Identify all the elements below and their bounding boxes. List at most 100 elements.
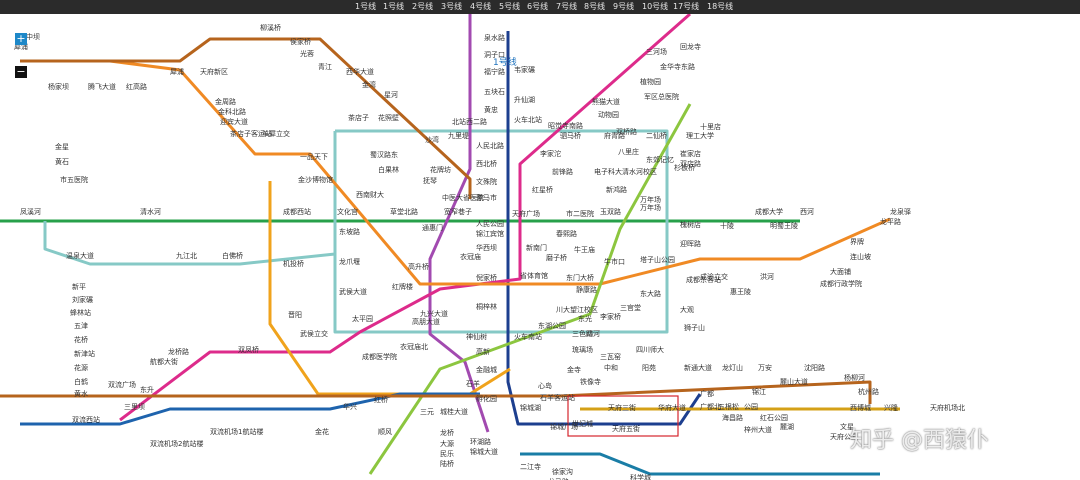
station-label[interactable]: 杨柳河 [844, 373, 865, 382]
station-label[interactable]: 泉水路 [484, 33, 505, 42]
station-label[interactable]: 武侯大道 [339, 287, 367, 296]
station-label[interactable]: 徐家沟 [552, 467, 573, 476]
station-label[interactable]: 天府新区 [200, 67, 228, 76]
station-label[interactable]: 植物园 [640, 77, 661, 86]
station-label[interactable]: 金沙博物馆 [298, 175, 333, 184]
station-label[interactable]: 天府三街 [608, 403, 636, 412]
station-label[interactable]: 三官堂 [620, 303, 641, 312]
station-label[interactable]: 琉璃场 [572, 345, 593, 354]
station-label[interactable]: 文化宫 [337, 207, 358, 216]
station-label[interactable]: 清水河 [140, 207, 161, 216]
station-label[interactable]: 福宁路 [484, 67, 505, 76]
station-label[interactable]: 大源 [440, 439, 454, 448]
station-label[interactable]: 金华寺东路 [660, 62, 695, 71]
station-label[interactable]: 华西坝 [476, 243, 497, 252]
station-label[interactable]: 花照壁 [378, 113, 399, 122]
station-label[interactable]: 成都行政学院 [820, 279, 862, 288]
station-label[interactable]: 茶店子 [348, 113, 369, 122]
station-label[interactable]: 东郊记忆 [646, 155, 674, 164]
station-label[interactable]: 一品天下 [300, 153, 328, 161]
station-label[interactable]: 凤溪河 [20, 207, 41, 216]
tab-line-12[interactable]: 18号线 [707, 2, 734, 11]
station-label[interactable]: 高升桥 [408, 262, 429, 271]
station-label[interactable]: 五根松 [718, 402, 739, 411]
station-label[interactable]: 成都西站 [283, 207, 311, 216]
station-label[interactable]: 天府公园 [830, 432, 858, 441]
station-label[interactable]: 驷马桥 [560, 131, 581, 140]
station-label[interactable]: 电子科大清水河校区 [594, 167, 657, 176]
station-label[interactable]: 柳溪桥 [260, 23, 281, 32]
station-label[interactable]: 双流机场1航站楼 [210, 427, 263, 436]
station-label[interactable]: 陆桥 [440, 459, 454, 468]
station-label[interactable]: 昭觉寺南路 [548, 121, 583, 130]
station-label[interactable]: 四川师大 [636, 345, 664, 354]
station-label[interactable]: 省体育馆 [520, 271, 548, 280]
tab-line-7[interactable]: 7号线 [556, 2, 578, 11]
station-label[interactable]: 高新 [476, 347, 490, 356]
tab-line-1[interactable]: 1号线 [383, 2, 405, 11]
station-label[interactable]: 抚琴 [423, 176, 437, 185]
station-label[interactable]: 龙平路 [880, 217, 901, 226]
station-label[interactable]: 犀浦 [170, 67, 184, 76]
station-label[interactable]: 双桥路 [616, 127, 637, 136]
station-label[interactable]: 蜀汉路东 [370, 150, 398, 159]
station-label[interactable]: 天府广场 [512, 209, 540, 218]
station-label[interactable]: 西博城 [850, 403, 871, 412]
station-label[interactable]: 黄忠 [484, 105, 498, 114]
station-label[interactable]: 羊犀立交 [262, 129, 290, 138]
station-label[interactable]: 八里庄 [618, 147, 639, 156]
station-label[interactable]: 红桥 [374, 395, 388, 404]
tab-line-11[interactable]: 17号线 [673, 2, 700, 11]
station-label[interactable]: 中坝 [26, 32, 40, 41]
station-label[interactable]: 狮子山 [684, 323, 705, 332]
station-label[interactable]: 火车北站 [514, 115, 542, 124]
station-label[interactable]: 环湖路 [470, 437, 491, 446]
station-label[interactable]: 黄水 [74, 389, 88, 398]
station-label[interactable]: 金星 [55, 142, 69, 151]
station-label[interactable]: 大面铺 [830, 267, 851, 276]
station-label[interactable]: 韦家碾 [514, 65, 535, 74]
station-label[interactable]: 广都北 [700, 402, 721, 411]
station-label[interactable]: 太平园 [352, 314, 373, 323]
station-label[interactable]: 广都 [700, 389, 714, 398]
station-label[interactable]: 东大路 [640, 289, 661, 298]
station-label[interactable]: 熊猫大道 [592, 97, 620, 106]
station-label[interactable]: 城桂大道 [440, 407, 468, 416]
station-label[interactable]: 花牌坊 [430, 165, 451, 174]
station-label[interactable]: 侯家桥 [290, 37, 311, 46]
station-label[interactable]: 牛市口 [604, 257, 625, 266]
station-label[interactable]: 桐梓林 [476, 302, 497, 311]
station-label[interactable]: 武侯立交 [300, 329, 328, 338]
zoom-out-button[interactable]: − [15, 65, 27, 78]
station-label[interactable]: 华府大道 [658, 403, 686, 412]
station-label[interactable]: 花源 [74, 363, 88, 372]
station-label[interactable]: 星河 [384, 91, 398, 99]
station-label[interactable]: 晋阳 [288, 310, 302, 319]
station-label[interactable]: 万年场 [640, 203, 661, 212]
station-label[interactable]: 三河场 [646, 47, 667, 56]
station-label[interactable]: 三里坝 [124, 402, 145, 411]
station-label[interactable]: 迎宾大道 [220, 117, 248, 126]
station-label[interactable]: 铁像寺 [580, 377, 601, 386]
station-label[interactable]: 花桥 [74, 335, 88, 344]
station-label[interactable]: 文殊院 [476, 177, 497, 186]
station-label[interactable]: 锦城大道 [470, 447, 498, 456]
station-label[interactable]: 金融城 [476, 365, 497, 374]
station-label[interactable]: 茶店子客运站 [230, 129, 272, 138]
station-label[interactable]: 白果林 [378, 165, 399, 174]
station-label[interactable]: 公园 [744, 403, 758, 411]
station-label[interactable]: 红高路 [126, 82, 147, 91]
station-label[interactable]: 青江 [318, 62, 332, 71]
station-label[interactable]: 金科北路 [218, 107, 246, 116]
station-label[interactable]: 文星 [840, 422, 854, 431]
station-label[interactable]: 衣冠庙北 [400, 342, 428, 351]
station-label[interactable]: 双凤桥 [238, 345, 259, 354]
station-label[interactable]: 科学城 [630, 473, 651, 480]
station-label[interactable]: 洞子口 [484, 50, 505, 59]
station-label[interactable]: 锦江宾馆 [476, 229, 504, 238]
station-label[interactable]: 通惠门 [422, 223, 443, 232]
station-label[interactable]: 火车南站 [514, 332, 542, 341]
station-label[interactable]: 西北桥 [476, 159, 497, 168]
zoom-in-button[interactable]: + [15, 32, 27, 45]
station-label[interactable]: 春熙路 [556, 229, 577, 238]
